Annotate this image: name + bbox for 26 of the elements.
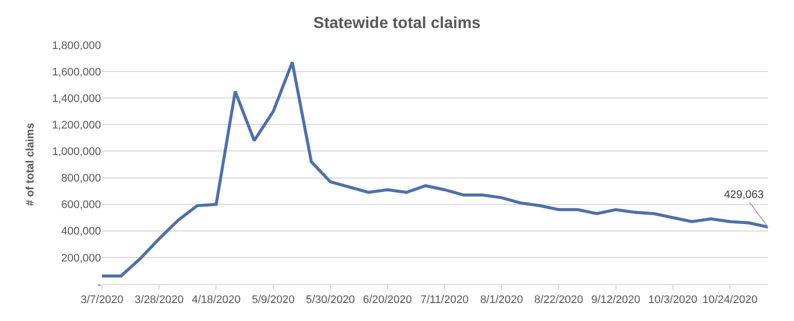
x-tick-label: 10/24/2020 — [702, 294, 758, 306]
y-tick-label: 400,000 — [61, 226, 101, 238]
y-tick-label: 1,400,000 — [52, 92, 101, 105]
x-tick-label: 3/7/2020 — [80, 294, 124, 306]
y-tick-label: 600,000 — [61, 199, 101, 212]
line-series — [102, 60, 768, 278]
y-tick-label: - — [97, 278, 102, 291]
y-tick-label: 1,800,000 — [52, 40, 101, 52]
x-tick-label: 8/1/2020 — [480, 294, 524, 306]
x-tick-label: 6/20/2020 — [362, 294, 412, 306]
x-tick-label: 8/22/2020 — [534, 294, 584, 306]
x-tick-label: 3/28/2020 — [134, 294, 184, 306]
y-axis-title: # of total claims — [24, 122, 37, 206]
x-tick-label: 5/9/2020 — [252, 294, 295, 306]
y-tick-label: 1,000,000 — [52, 146, 101, 158]
chart-title: Statewide total claims — [313, 15, 481, 32]
x-tick-label: 7/11/2020 — [420, 294, 469, 306]
annotation: 429,063 — [724, 189, 764, 201]
x-tick-label: 4/18/2020 — [192, 294, 241, 306]
y-tick-label: 800,000 — [61, 172, 101, 185]
x-tick-label: 10/3/2020 — [648, 294, 698, 306]
x-tick-label: 5/30/2020 — [306, 294, 355, 306]
y-tick-label: 1,600,000 — [52, 66, 101, 78]
y-tick-label: 1,200,000 — [52, 120, 101, 132]
x-tick-label: 9/12/2020 — [591, 294, 640, 306]
y-tick-label: 200,000 — [61, 252, 101, 264]
